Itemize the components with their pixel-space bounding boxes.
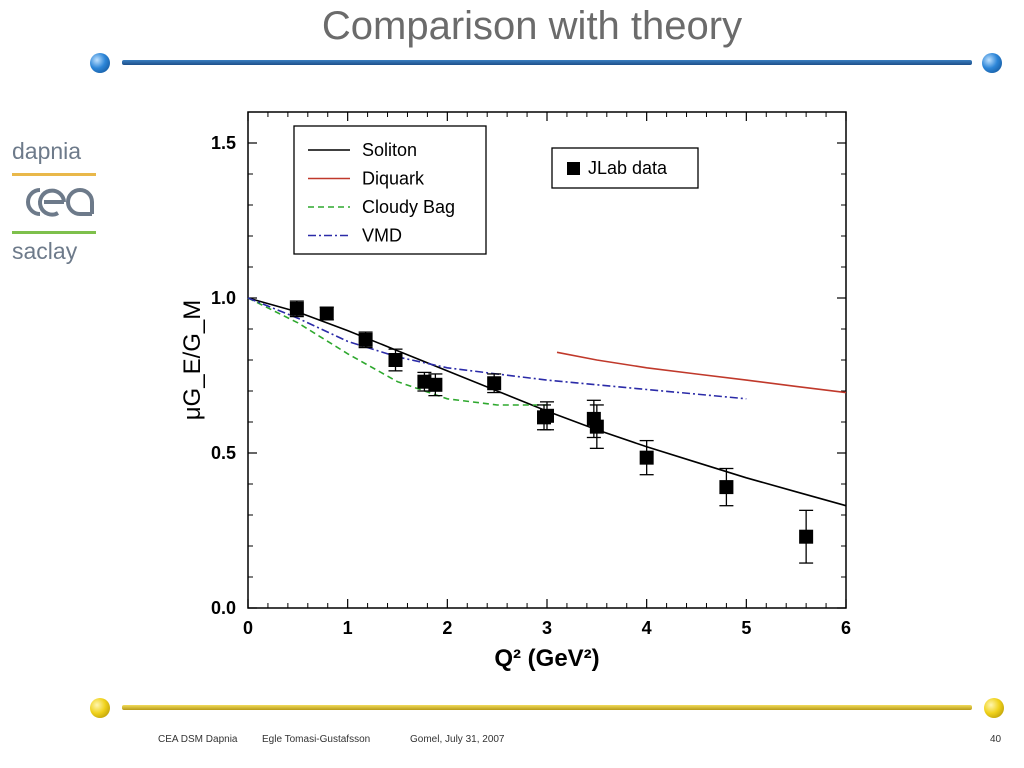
data-legend-label: JLab data xyxy=(588,158,668,178)
logo-saclay: saclay xyxy=(12,238,78,264)
data-point xyxy=(799,529,814,544)
top-divider xyxy=(122,60,972,65)
footer-author: Egle Tomasi-Gustafsson xyxy=(262,734,371,745)
legend-label: VMD xyxy=(362,226,402,246)
chart-area: 0 1 2 3 4 5 6 0.0 0.5 1.0 1.5 Q² (GeV²) μG_E/G_M Soli… xyxy=(170,100,870,680)
slide-title: Comparison with theory xyxy=(321,4,743,48)
data-point xyxy=(358,332,373,347)
series-line-diquark xyxy=(556,351,847,394)
data-point xyxy=(589,419,604,434)
legend-label: Diquark xyxy=(362,169,425,189)
logo-dapnia: dapnia xyxy=(12,138,82,164)
cea-logo-mark xyxy=(26,188,94,217)
y-axis-title: μG_E/G_M xyxy=(179,300,206,421)
data-point xyxy=(417,374,432,389)
ratio-chart: 0 1 2 3 4 5 6 0.0 0.5 1.0 1.5 Q² (GeV²) μG_E/G_M Soli… xyxy=(179,111,851,672)
data-point xyxy=(428,377,443,392)
legend-box xyxy=(293,125,487,255)
data-point xyxy=(639,450,654,465)
legend-label: Cloudy Bag xyxy=(362,197,455,217)
data-point xyxy=(289,301,304,316)
bottom-right-ball-decoration xyxy=(984,698,1004,718)
x-tick-label: 0 xyxy=(243,618,253,638)
top-right-ball-decoration xyxy=(982,53,1002,73)
legend-label: Soliton xyxy=(362,140,417,160)
dapnia-cea-saclay-logo: dapnia saclay xyxy=(12,138,98,265)
x-axis-title: Q² (GeV²) xyxy=(494,645,599,672)
x-tick-label: 6 xyxy=(841,618,851,638)
data-point xyxy=(719,480,734,495)
data-point xyxy=(319,306,334,321)
x-tick-label: 2 xyxy=(442,618,452,638)
y-tick-label: 1.0 xyxy=(211,288,236,308)
data-point xyxy=(487,376,502,391)
data-point xyxy=(388,353,403,367)
data-point xyxy=(540,408,554,423)
top-left-ball-decoration xyxy=(90,53,110,73)
data-legend-marker xyxy=(567,162,580,175)
x-tick-label: 5 xyxy=(741,618,751,638)
x-tick-label: 4 xyxy=(642,618,652,638)
logo-green-rule xyxy=(12,231,96,234)
series-line-cloudy-bag xyxy=(247,297,547,406)
x-tick-label: 1 xyxy=(343,618,353,638)
x-tick-label: 3 xyxy=(542,618,552,638)
bottom-divider xyxy=(122,705,972,710)
y-tick-label: 0.0 xyxy=(211,598,236,618)
y-tick-label: 0.5 xyxy=(211,443,236,463)
y-tick-label: 1.5 xyxy=(211,133,236,153)
footer-org: CEA DSM Dapnia xyxy=(158,734,238,745)
logo-gold-rule xyxy=(12,173,96,176)
footer-venue-date: Gomel, July 31, 2007 xyxy=(410,734,505,745)
footer-page-number: 40 xyxy=(990,734,1002,745)
bottom-left-ball-decoration xyxy=(90,698,110,718)
